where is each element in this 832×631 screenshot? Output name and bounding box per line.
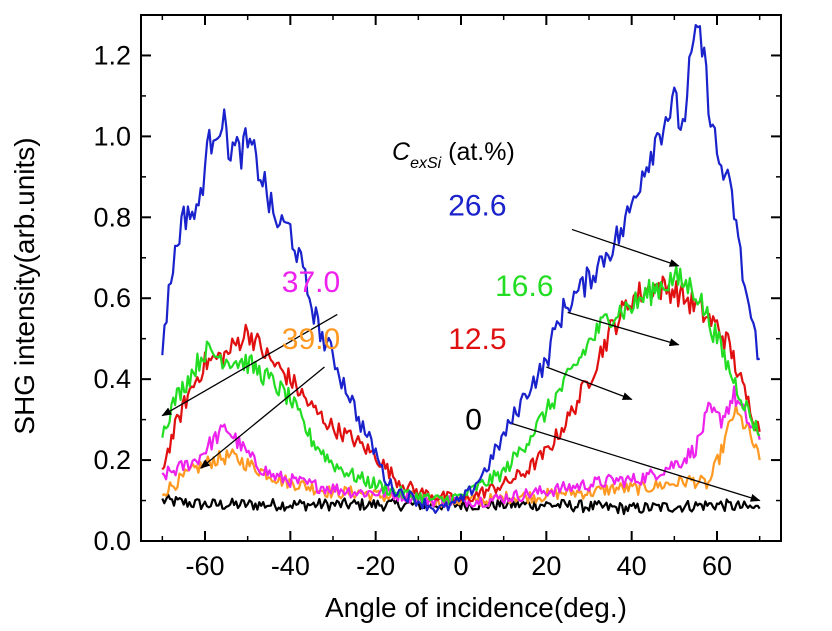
x-tick-label: -20 — [356, 551, 395, 581]
x-tick-label: 0 — [453, 551, 468, 581]
x-tick-label: 40 — [617, 551, 647, 581]
series-label-39-0: 39.0 — [282, 323, 340, 356]
x-tick-label: -60 — [185, 551, 224, 581]
legend-title-suffix: (at.%) — [441, 138, 515, 166]
series-label-12-5: 12.5 — [448, 323, 506, 356]
y-tick-label: 1.0 — [93, 121, 131, 151]
axis-ticks: -60 -40 -20 0 20 40 60 0.0 0.2 0.4 0.6 0.8 1.0 1.2 — [93, 14, 781, 581]
legend-title-main: C — [392, 138, 411, 166]
series-line-26-6 — [161, 24, 760, 514]
series-line-12-5 — [161, 275, 761, 504]
y-tick-label: 0.4 — [93, 364, 131, 394]
series-label-37-0: 37.0 — [282, 266, 340, 299]
legend-title: CexSi (at.%) — [392, 138, 515, 172]
series-label-0: 0 — [465, 404, 482, 437]
series-label-26-6: 26.6 — [448, 189, 506, 222]
arrow-12-5 — [546, 366, 633, 400]
series-layer — [161, 24, 761, 516]
series-line-0 — [161, 493, 761, 516]
arrow-37-0 — [161, 313, 338, 417]
x-tick-label: 20 — [531, 551, 561, 581]
y-tick-label: 0.2 — [93, 445, 131, 475]
arrow-16-6 — [567, 311, 680, 347]
series-label-16-6: 16.6 — [495, 270, 553, 303]
y-axis-title: SHG intensity(arb.units) — [9, 137, 40, 434]
x-tick-label: -40 — [271, 551, 310, 581]
arrow-0 — [512, 423, 761, 502]
arrow-39-0 — [199, 366, 325, 469]
y-tick-label: 0.8 — [93, 202, 131, 232]
y-tick-label: 1.2 — [93, 40, 131, 70]
y-tick-label: 0.0 — [93, 526, 131, 556]
x-axis-title: Angle of incidence(deg.) — [325, 592, 627, 623]
series-line-37-0 — [161, 385, 761, 508]
y-tick-label: 0.6 — [93, 283, 131, 313]
series-labels: 26.6 16.6 37.0 39.0 12.5 0 — [282, 189, 554, 436]
arrow-26-6 — [571, 228, 680, 267]
legend-title-sub: exSi — [410, 155, 442, 172]
annotation-arrows — [161, 228, 761, 502]
x-tick-label: 60 — [702, 551, 732, 581]
